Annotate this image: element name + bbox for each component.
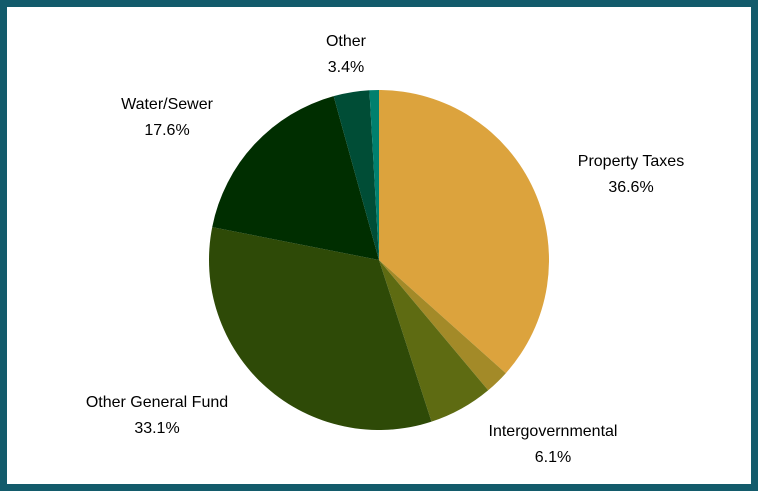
pie-slice bbox=[379, 260, 506, 391]
pie-slice bbox=[379, 90, 549, 374]
slice-label: Intergovernmental bbox=[489, 423, 618, 440]
pie-slice bbox=[369, 90, 379, 260]
slice-label: Other General Fund bbox=[86, 394, 228, 411]
pie-slice bbox=[333, 90, 379, 261]
pie-slice bbox=[212, 96, 379, 260]
slice-label: Water/Sewer bbox=[121, 96, 214, 113]
slice-value-label: 33.1% bbox=[134, 420, 179, 437]
slice-value-label: 3.4% bbox=[328, 59, 364, 76]
slice-value-label: 6.1% bbox=[535, 449, 571, 466]
slice-value-label: 17.6% bbox=[144, 122, 189, 139]
pie-slice bbox=[379, 260, 489, 422]
slice-label: Property Taxes bbox=[578, 153, 684, 170]
slice-value-label: 36.6% bbox=[608, 179, 653, 196]
pie-slice bbox=[208, 227, 432, 430]
slice-label: Other bbox=[326, 33, 367, 50]
